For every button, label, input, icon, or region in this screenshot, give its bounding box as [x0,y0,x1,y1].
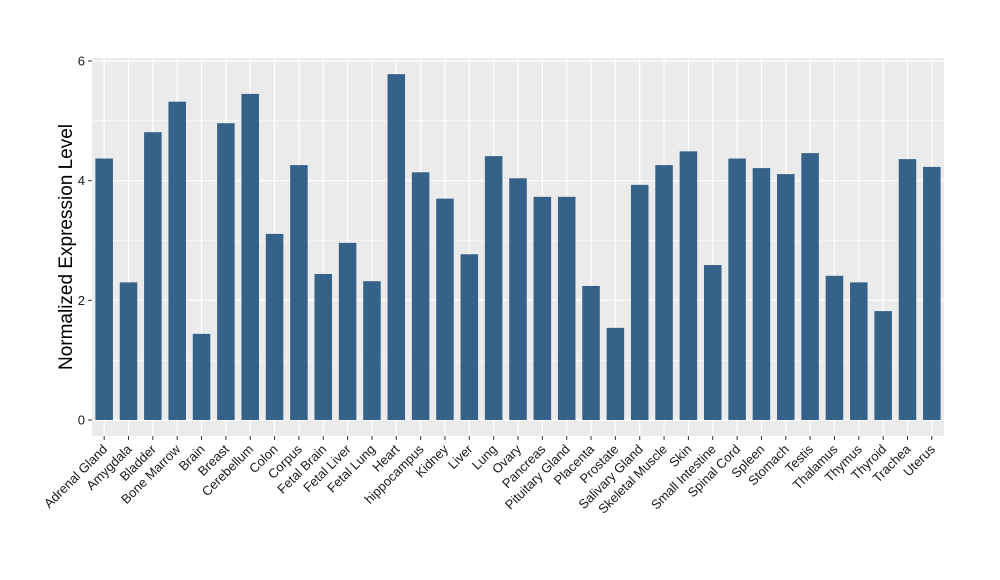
bar-amygdala [119,282,138,420]
bar-salivary-gland [630,184,649,420]
bar-bone-marrow [168,101,186,420]
bar-thyroid [874,311,892,420]
bar-prostate [606,327,625,420]
bar-fetal-liver [338,242,357,420]
bar-spleen [752,168,771,420]
bar-colon [265,233,284,420]
bar-stomach [777,174,795,420]
bar-bladder [144,132,162,420]
bar-ovary [509,178,527,420]
bar-placenta [582,285,600,420]
bar-corpus [290,165,308,420]
bar-testis [801,153,819,421]
y-tick-label: 4 [78,173,85,188]
bar-heart [387,74,406,420]
bar-hippocampus [411,172,430,420]
bar-liver [460,254,479,420]
y-axis-title: Normalized Expression Level [56,124,77,370]
bar-trachea [898,159,917,421]
bar-thymus [850,282,868,420]
bar-spinal-cord [728,158,746,421]
y-axis: 0 2 4 6 [78,54,92,428]
y-tick-label: 6 [78,54,85,69]
bar-adrenal-gland [95,158,113,421]
bar-fetal-brain [314,274,333,420]
bar-cerebellum [241,93,259,421]
bar-thalamus [825,275,844,420]
y-tick-label: 0 [78,413,85,428]
bar-skeletal-muscle [655,165,673,420]
bar-skin [679,151,698,420]
bars [95,74,941,421]
bar-pancreas [533,196,552,420]
x-tick-label: Liver [445,441,476,472]
bar-pituitary-gland [557,196,576,420]
bar-brain [192,333,211,420]
bar-small-intestine [703,265,722,420]
bar-kidney [436,198,454,420]
y-tick-label: 2 [78,293,85,308]
bar-lung [484,156,503,420]
bar-uterus [923,166,941,420]
bar-breast [217,123,235,420]
bar-fetal-lung [363,281,381,420]
